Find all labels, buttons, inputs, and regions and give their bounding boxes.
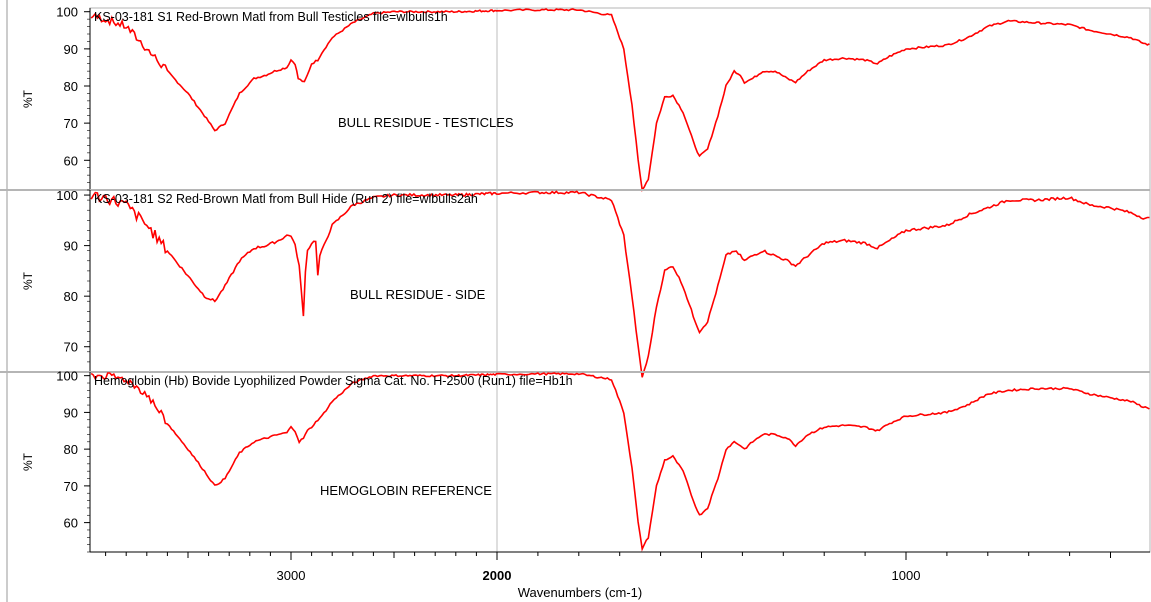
x-axis-label: Wavenumbers (cm-1) — [518, 585, 642, 600]
panels-layer: 100 90 80 70 60 %T KS-03-181 S1 Red-Brown Matl… — [0, 5, 1150, 553]
panel-3: 100 90 80 70 60 %T Hemoglobin (Hb) Bovide Lyop… — [0, 369, 1150, 553]
spectrum-line — [90, 8, 1150, 192]
y-tick-label: 100 — [56, 369, 78, 384]
y-tick-label: 90 — [64, 405, 78, 420]
x-tick-label: 3000 — [277, 568, 306, 583]
panel-annotation: BULL RESIDUE - SIDE — [350, 287, 486, 302]
y-tick-label: 80 — [64, 442, 78, 457]
y-tick-label: 60 — [64, 153, 78, 168]
y-tick-label: 70 — [64, 116, 78, 131]
y-tick-label: 70 — [64, 479, 78, 494]
x-tick-label: 1000 — [892, 568, 921, 583]
x-tick-label: 2000 — [483, 568, 512, 583]
panel-annotation: BULL RESIDUE - TESTICLES — [338, 115, 514, 130]
panel-title: KS-03-181 S2 Red-Brown Matl from Bull Hi… — [94, 192, 478, 206]
plot-frame — [89, 7, 1151, 553]
spectrum-line — [90, 372, 1150, 552]
y-tick-label: 80 — [64, 79, 78, 94]
y-tick-label: 90 — [64, 42, 78, 57]
y-tick-label: 60 — [64, 516, 78, 531]
panel-annotation: HEMOGLOBIN REFERENCE — [320, 483, 492, 498]
spectrum-line — [90, 190, 1150, 378]
y-tick-label: 100 — [56, 188, 78, 203]
x-axis: 3000 2000 1000 — [90, 551, 1150, 583]
panel-title: Hemoglobin (Hb) Bovide Lyophilized Powde… — [94, 374, 573, 388]
y-axis-label: %T — [21, 271, 35, 290]
y-axis-label: %T — [21, 452, 35, 471]
y-tick-label: 80 — [64, 289, 78, 304]
y-tick-label: 70 — [64, 340, 78, 355]
y-axis-label: %T — [21, 89, 35, 108]
panel-2: 100 90 80 70 %T KS-03-181 S2 Red-Brown Matl f… — [0, 188, 1150, 378]
y-tick-label: 90 — [64, 239, 78, 254]
y-tick-label: 100 — [56, 5, 78, 20]
panel-title: KS-03-181 S1 Red-Brown Matl from Bull Te… — [94, 10, 448, 24]
panel-1: 100 90 80 70 60 %T KS-03-181 S1 Red-Brown Matl… — [21, 5, 1150, 192]
